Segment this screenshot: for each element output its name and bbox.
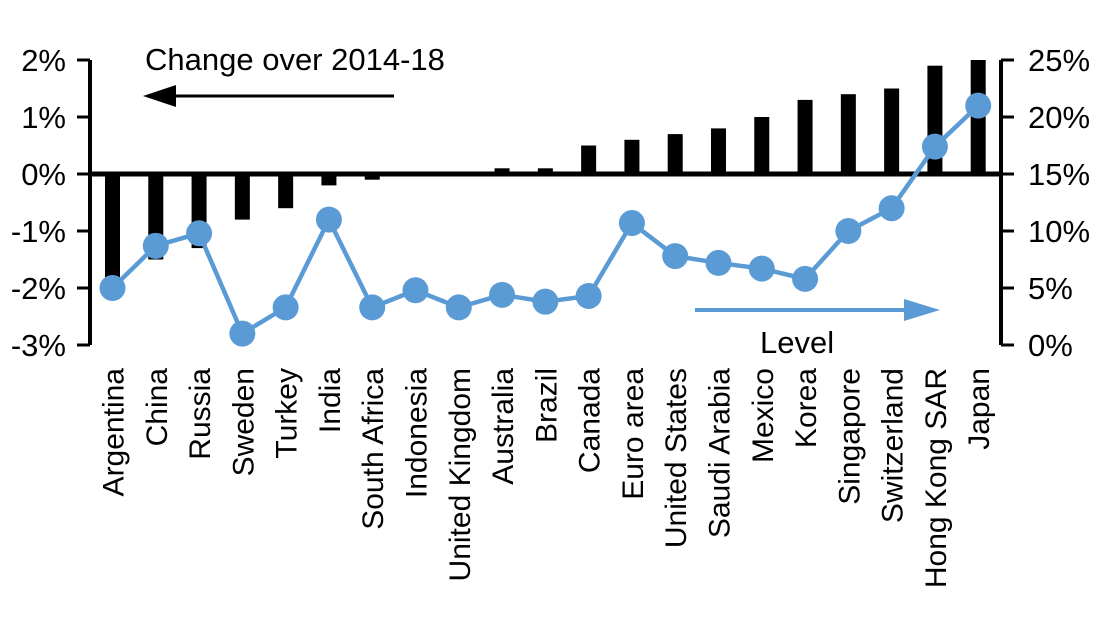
category-label: Australia <box>487 368 520 485</box>
line-marker <box>99 275 126 301</box>
bar <box>494 168 510 174</box>
left-tick-label: 2% <box>21 43 66 78</box>
category-label: India <box>314 368 347 433</box>
right-tick-label: 25% <box>1028 43 1090 78</box>
bar <box>234 174 250 220</box>
category-label: United Kingdom <box>444 368 477 581</box>
right-tick-label: 15% <box>1028 157 1090 192</box>
line-marker <box>878 195 905 222</box>
category-label: South Africa <box>357 368 390 530</box>
category-label: Euro area <box>617 368 650 500</box>
category-label: Russia <box>184 368 217 460</box>
category-axis-labels: Argentina China Russia Sweden Turkey India Sou… <box>98 368 997 588</box>
line-marker <box>575 282 602 309</box>
category-label: Mexico <box>747 368 780 463</box>
line-series-arrow-right <box>695 299 940 321</box>
left-tick-label: 1% <box>21 100 66 135</box>
bar <box>754 117 770 174</box>
left-tick-label: -1% <box>11 214 66 249</box>
line-marker <box>445 294 472 321</box>
line-marker <box>792 265 819 292</box>
line-marker <box>315 206 342 233</box>
bar <box>840 94 856 174</box>
bar <box>321 174 337 186</box>
line-marker <box>835 218 862 244</box>
right-tick-label: 0% <box>1028 328 1073 363</box>
bar-series <box>105 60 986 283</box>
left-axis-ticks: 2% 1% 0% -1% -2% -3% <box>11 43 90 363</box>
category-label: China <box>141 368 174 447</box>
bar <box>364 174 380 180</box>
line-marker <box>186 220 213 247</box>
category-label: Saudi Arabia <box>703 368 736 538</box>
line-series <box>99 92 992 347</box>
bar <box>667 134 683 174</box>
bar <box>624 139 640 174</box>
bar <box>278 174 294 209</box>
line-marker <box>532 288 559 315</box>
category-label: Hong Kong SAR <box>920 368 953 588</box>
line-marker <box>618 210 645 237</box>
bar-series-label: Change over 2014-18 <box>145 42 445 77</box>
right-tick-label: 20% <box>1028 100 1090 135</box>
right-tick-label: 10% <box>1028 214 1090 249</box>
category-label: Indonesia <box>400 368 433 498</box>
left-tick-label: -2% <box>11 271 66 306</box>
left-tick-label: -3% <box>11 328 66 363</box>
line-marker <box>748 255 775 282</box>
left-tick-label: 0% <box>21 157 66 192</box>
category-label: Korea <box>790 368 823 448</box>
line-marker <box>705 249 732 276</box>
bar <box>797 99 813 174</box>
category-label: Sweden <box>227 368 260 476</box>
bar <box>710 128 726 174</box>
line-marker <box>489 281 516 308</box>
bar <box>105 174 120 283</box>
line-marker <box>229 320 256 347</box>
bar <box>884 88 900 174</box>
category-label: Argentina <box>98 368 131 497</box>
right-tick-label: 5% <box>1028 271 1073 306</box>
line-series-label: Level <box>760 325 834 360</box>
line-marker <box>359 294 386 321</box>
line-marker <box>965 92 992 119</box>
line-marker <box>402 277 429 304</box>
category-label: United States <box>660 368 693 548</box>
bar-series-arrow-left <box>143 85 394 107</box>
bar <box>581 145 597 174</box>
line-marker <box>272 294 299 321</box>
line-marker <box>142 232 169 259</box>
line-marker <box>921 133 948 160</box>
category-label: Turkey <box>271 368 304 459</box>
category-label: Brazil <box>530 368 563 443</box>
bar <box>537 168 553 174</box>
category-label: Switzerland <box>877 368 910 523</box>
line-marker <box>662 243 689 270</box>
category-label: Canada <box>574 368 607 473</box>
category-label: Singapore <box>833 368 866 505</box>
right-axis-ticks: 25% 20% 15% 10% 5% 0% <box>1001 43 1090 363</box>
category-label: Japan <box>963 368 996 450</box>
